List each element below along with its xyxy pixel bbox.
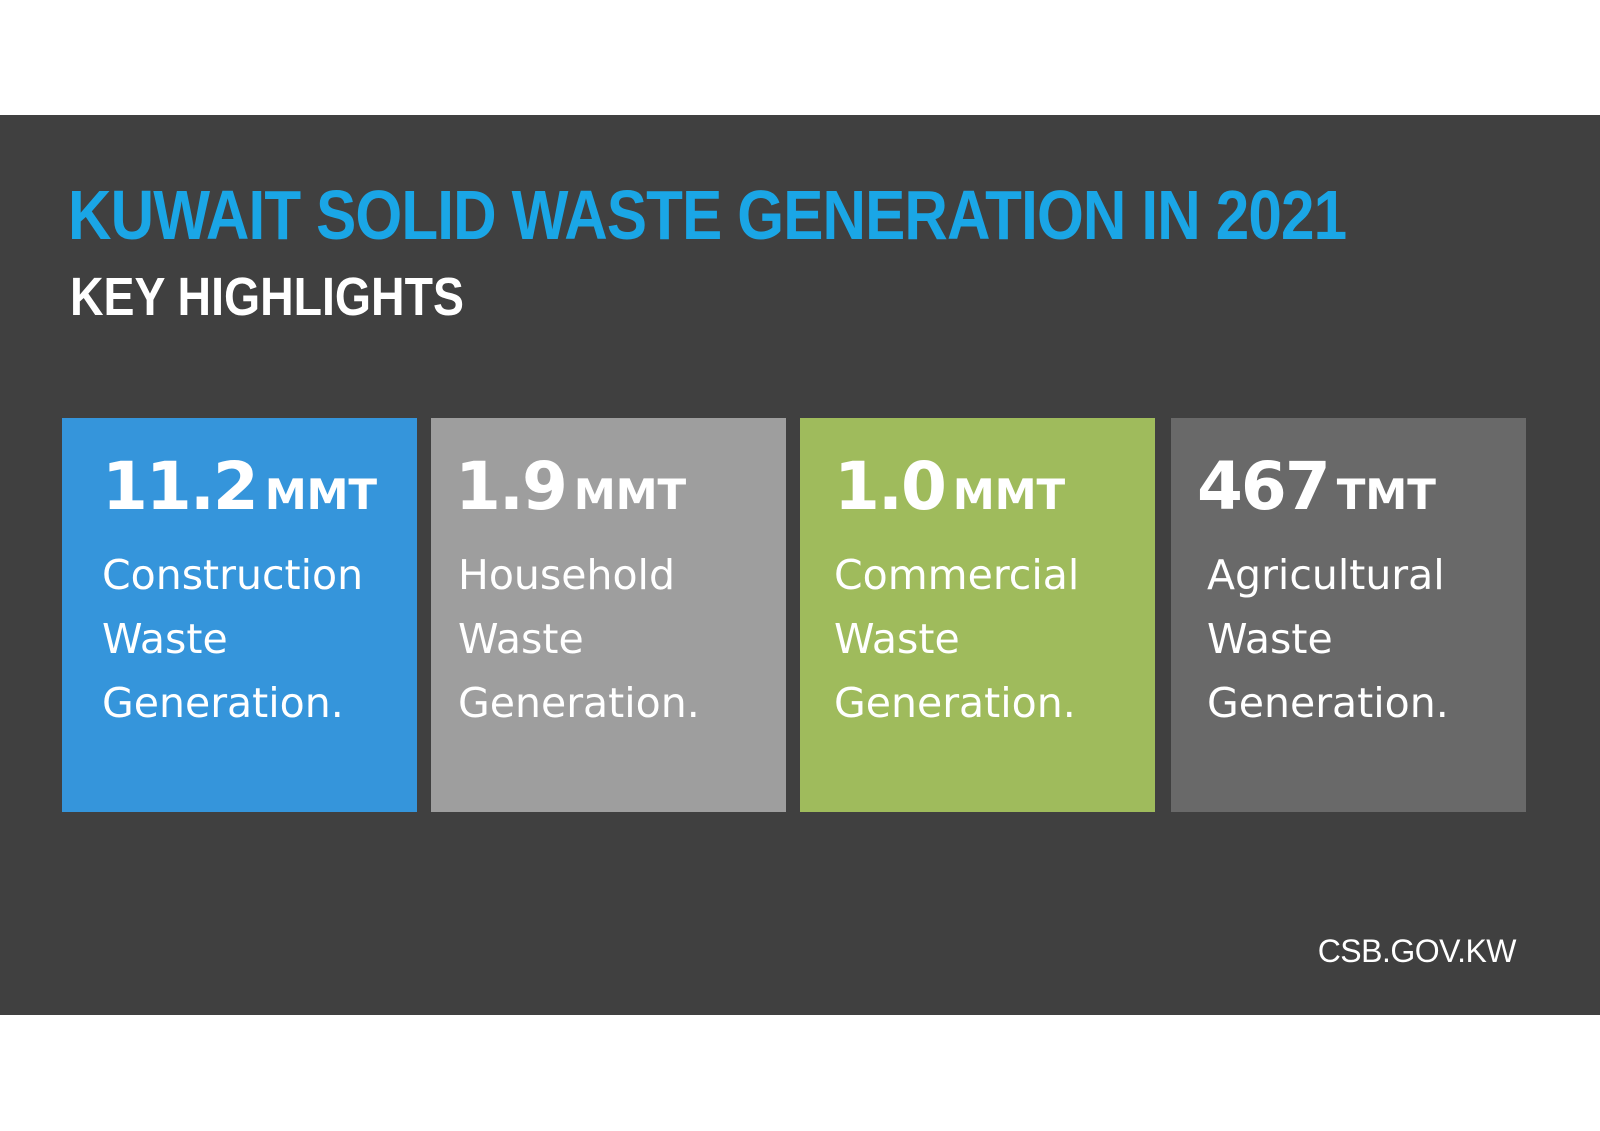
stat-value: 467 [1197,448,1331,525]
stat-unit: MMT [264,470,378,519]
page-title: KUWAIT SOLID WASTE GENERATION IN 2021 [68,176,1347,254]
stat-unit: MMT [573,470,687,519]
stat-unit: TMT [1336,470,1436,519]
card-label-line: Generation. [102,679,344,727]
card-label-line: Construction [102,551,364,599]
card-label: Household Waste Generation. [458,543,758,735]
commercial-waste-card: 1.0 MMT Commercial Waste Generation. [800,418,1155,812]
stat-value: 1.0 [834,448,947,525]
stat: 1.9 MMT [455,448,686,525]
card-label-line: Waste [102,615,228,663]
household-waste-card: 1.9 MMT Household Waste Generation. [431,418,786,812]
page-subtitle: KEY HIGHLIGHTS [70,267,464,327]
highlights-banner: KUWAIT SOLID WASTE GENERATION IN 2021 KE… [0,115,1600,1015]
stat: 1.0 MMT [834,448,1065,525]
card-label-line: Waste [458,615,584,663]
stat: 11.2 MMT [102,448,377,525]
agricultural-waste-card: 467 TMT Agricultural Waste Generation. [1171,418,1526,812]
card-label: Commercial Waste Generation. [834,543,1134,735]
card-label-line: Generation. [1207,679,1449,727]
card-label-line: Generation. [458,679,700,727]
card-label-line: Household [458,551,675,599]
source-link[interactable]: CSB.GOV.KW [1317,933,1517,969]
card-label-line: Commercial [834,551,1080,599]
stat-unit: MMT [952,470,1066,519]
stat: 467 TMT [1197,448,1436,525]
card-label-line: Agricultural [1207,551,1445,599]
card-label-line: Generation. [834,679,1076,727]
construction-waste-card: 11.2 MMT Construction Waste Generation. [62,418,417,812]
stat-value: 1.9 [455,448,568,525]
stat-value: 11.2 [102,448,259,525]
card-label: Construction Waste Generation. [102,543,402,735]
card-label: Agricultural Waste Generation. [1207,543,1507,735]
card-label-line: Waste [834,615,960,663]
card-label-line: Waste [1207,615,1333,663]
